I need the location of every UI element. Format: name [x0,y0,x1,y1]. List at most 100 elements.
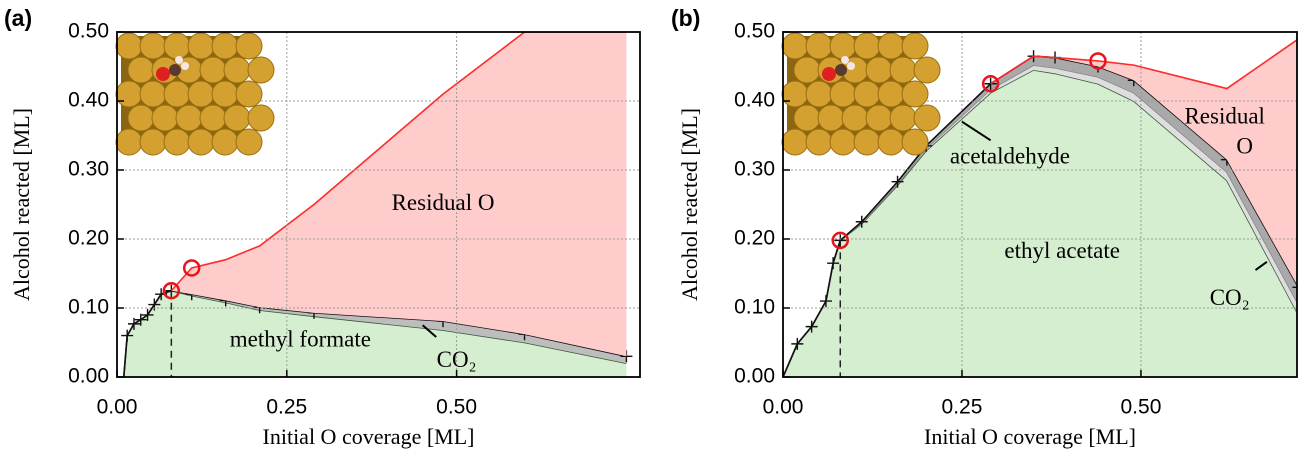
data-cross [819,295,832,308]
plot-frame [116,31,641,378]
inset-atom [211,80,239,108]
inset-atom [235,32,263,60]
inset-carbon [835,64,847,76]
data-cross [1292,286,1297,288]
y-tick-label: 0.10 [734,296,775,319]
y-tick-label: 0.50 [68,20,109,43]
inset-hydrogen [175,56,183,64]
data-cross [121,329,134,342]
y-tick-label: 0.10 [68,296,109,319]
inset-atom [175,104,203,132]
data-cross [791,337,804,350]
area-edge [990,38,1297,90]
inset-atom [235,128,263,156]
leader-line [961,120,992,142]
data-cross [127,317,140,330]
inset-atom [187,32,215,60]
circled-point [162,282,181,300]
y-tick-label: 0.00 [734,365,775,388]
inset-atom [247,104,275,132]
inset-atom [805,128,833,156]
inset-atom [163,80,191,108]
inset-atom [913,56,941,84]
area [123,290,627,377]
panel-label: (b) [671,5,700,31]
y-tick-label: 0.20 [68,227,109,250]
inset-atom [139,80,167,108]
inset-atom [877,80,905,108]
series-annotation: CO₂ [1210,285,1250,310]
y-tick-label: 0.00 [68,365,109,388]
series-annotation: acetaldehyde [950,144,1070,169]
inset-atom [877,32,905,60]
inset-carbon [169,64,181,76]
x-axis-label: Initial O coverage [ML] [263,424,475,449]
x-tick-label: 0.00 [97,396,138,419]
data-cross [827,257,840,270]
leader-line [421,324,437,338]
inset-atom [781,128,809,156]
inset-atom [889,104,917,132]
inset-atom [829,80,857,108]
y-axis-label: Alcohol reacted [ML] [677,108,702,301]
plot-frame [782,31,1298,378]
inset-atom [817,104,845,132]
inset-atom [841,104,869,132]
plot-area [117,32,640,377]
inset-atom [139,128,167,156]
plot-area [783,32,1297,377]
data-cross [134,313,147,326]
series-annotation: Residual O [1184,104,1265,159]
x-tick-label: 0.25 [266,396,307,419]
panel-label: (a) [4,5,32,31]
y-tick-label: 0.30 [68,158,109,181]
x-tick-label: 0.25 [942,396,983,419]
x-tick-label: 0.00 [763,396,804,419]
inset-atom [211,128,239,156]
x-tick-label: 0.50 [1121,396,1162,419]
inset-atom [187,80,215,108]
inset-atom [211,32,239,60]
data-cross [148,298,161,311]
area [171,32,627,357]
inset-atom [793,104,821,132]
data-cross [891,175,904,188]
data-cross [620,350,633,363]
inset-atom [913,104,941,132]
inset-atom [865,56,893,84]
inset-hydrogen [847,62,855,70]
inset-atom [187,128,215,156]
inset-atom [889,56,917,84]
inset-atom [865,104,893,132]
inset-atom [115,80,143,108]
y-tick-label: 0.50 [734,20,775,43]
data-cross [805,320,818,333]
inset-atom [829,128,857,156]
inset-atom [163,128,191,156]
circled-point [831,231,850,250]
inset-atom [877,128,905,156]
inset-atom [853,80,881,108]
inset-atom [829,32,857,60]
inset-atom [247,56,275,84]
inset-atom [115,32,143,60]
inset-atom [901,32,929,60]
inset-atom [115,128,143,156]
inset-atom [781,80,809,108]
inset-atom [805,32,833,60]
y-tick-label: 0.30 [734,158,775,181]
inset-atom [151,104,179,132]
inset-oxygen [156,67,170,81]
inset-atom [139,32,167,60]
circled-point [981,75,1000,93]
series-annotation: methyl formate [230,326,371,351]
inset-atom [781,32,809,60]
data-cross [984,77,997,90]
inset-atom [901,80,929,108]
inset-atom [235,80,263,108]
inset-hydrogen [181,62,189,70]
y-tick-label: 0.40 [68,89,109,112]
inset-oxygen [822,67,836,81]
inset-atom [853,32,881,60]
